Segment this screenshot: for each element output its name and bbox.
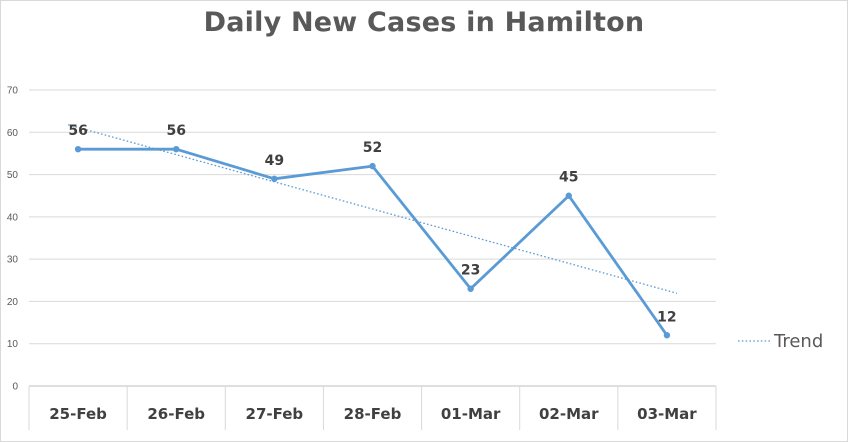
y-axis: 0 10 20 30 40 50 60 70 [7,86,19,393]
data-point [173,146,180,153]
series-line [74,146,671,339]
y-tick-label: 20 [7,297,19,308]
legend-trend-label: Trend [773,331,823,352]
x-tick-label: 28-Feb [344,405,402,423]
data-label: 56 [166,123,185,139]
data-label: 12 [657,309,676,325]
y-tick-label: 10 [7,339,19,350]
y-tick-label: 70 [7,86,19,97]
x-tick-label: 26-Feb [147,405,205,423]
data-label: 23 [461,263,480,279]
x-axis: 25-Feb 26-Feb 27-Feb 28-Feb 01-Mar 02-Mar 03-M… [28,386,717,430]
trendline [67,124,678,294]
y-tick-label: 50 [7,170,19,181]
data-label: 56 [68,123,87,139]
data-point [565,192,572,199]
y-tick-label: 40 [7,212,19,223]
chart-title: Daily New Cases in Hamilton [203,7,645,38]
x-tick-label: 02-Mar [539,405,599,423]
y-tick-label: 60 [7,128,19,139]
legend: Trend [738,331,823,352]
data-point [467,285,474,292]
y-tick-label: 0 [12,382,18,393]
data-label: 45 [559,170,578,186]
trendline-path [67,124,678,294]
gridlines [29,89,716,387]
data-label: 52 [363,140,382,156]
data-label: 49 [265,153,284,169]
data-point [74,146,82,153]
series-line-path [78,147,669,337]
x-tick-label: 01-Mar [441,405,501,423]
data-labels: 56 56 49 52 23 45 12 [68,123,676,325]
y-tick-label: 30 [7,255,19,266]
data-point [369,162,376,170]
x-tick-label: 03-Mar [637,405,697,423]
data-point [663,332,671,339]
x-tick-label: 25-Feb [49,405,107,423]
x-tick-label: 27-Feb [246,405,304,423]
data-point [271,175,278,182]
